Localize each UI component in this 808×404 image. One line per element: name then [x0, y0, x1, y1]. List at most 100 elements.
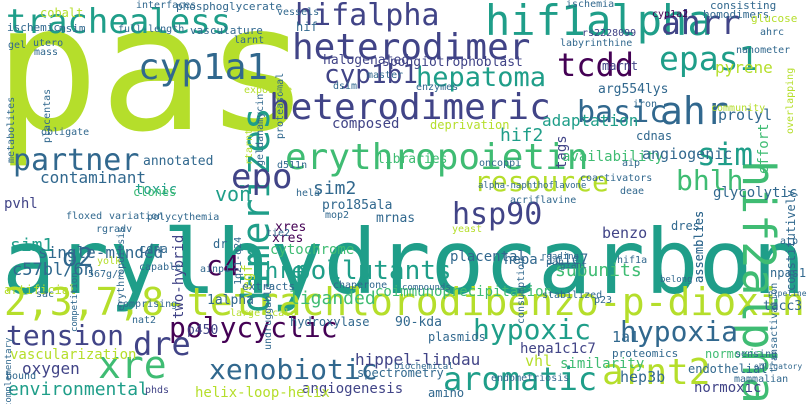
word-hypoxia: hypoxia: [620, 315, 739, 348]
word-availability: availability: [562, 149, 664, 165]
word-spectrometry: spectrometry: [357, 366, 444, 380]
word-artificial: artificial: [4, 283, 77, 297]
word-hydroxylase: hydroxylase: [290, 315, 370, 329]
word-xres: xres: [272, 231, 304, 246]
word-competition: competition: [70, 272, 80, 333]
word-acriflavine: acriflavine: [510, 195, 577, 206]
word-glycolytic: glycolytic: [713, 185, 798, 201]
word-mop2: mop2: [325, 210, 350, 221]
word-heterodimer: heterodimer: [292, 27, 531, 68]
word-d511n: d511n: [277, 160, 308, 171]
word-hif1alpha: hif1alpha: [485, 0, 713, 45]
word-coactivators: coactivators: [580, 173, 653, 184]
word-dsim: dsim: [333, 81, 358, 92]
word-p450: p450: [187, 323, 219, 338]
word-mass: mass: [34, 47, 59, 58]
word-trachealess: trachealess: [6, 2, 232, 42]
word-cyp1a2: cyp1a2: [652, 9, 689, 20]
word-variation: variation: [109, 211, 164, 222]
word-clones: clones: [133, 185, 177, 199]
word-marnt: marnt: [602, 59, 639, 73]
word-vessels: vessels: [277, 7, 320, 18]
word-obligate: obligate: [41, 127, 90, 138]
word-von: von: [215, 182, 252, 206]
word-reading: reading: [541, 252, 579, 262]
word-spongiotrophoblast: spongiotrophoblast: [382, 55, 523, 70]
word-hepatoma: hepatoma: [416, 62, 547, 93]
word-vascularization: vascularization: [10, 347, 137, 363]
word-labyrinthine: labyrinthine: [560, 38, 633, 49]
word-epo: epo: [231, 157, 293, 197]
word-contaminant: contaminant: [40, 168, 146, 187]
word-phds: phds: [145, 385, 170, 396]
word-heterodimeric: heterodimeric: [269, 87, 551, 128]
word-cobalt: cobalt: [40, 6, 84, 20]
word-yeast: yeast: [452, 224, 483, 235]
word-rtarnt: rtarnt: [244, 128, 255, 165]
word-angiogenesis: angiogenesis: [302, 381, 404, 397]
word-angiogenic: angiogenic: [642, 145, 733, 163]
word-master: master: [367, 70, 404, 81]
word-epas1: epas1: [659, 39, 759, 78]
word-hippel-lindau: hippel-lindau: [355, 350, 481, 369]
word-deae: deae: [620, 186, 645, 197]
word-floxed: floxed: [66, 211, 103, 222]
word-bhlh: bhlh: [676, 164, 744, 197]
word-nat2: nat2: [132, 315, 157, 326]
word-ischemic: ischemic: [7, 21, 60, 34]
word-composed: composed: [332, 116, 400, 132]
word-ischemia: ischemia: [566, 0, 615, 10]
word-gel: gel: [8, 40, 27, 51]
word-c57bl-6n: c57bl/6n: [12, 260, 94, 280]
word-sim1: sim1: [10, 235, 54, 256]
word-pah: pah: [546, 257, 565, 268]
word-rgradv: rgradv: [96, 224, 133, 235]
word-endothelial: endothelial: [688, 362, 768, 376]
word-hif: hif: [296, 20, 318, 34]
word-ahrr: ahrr: [661, 3, 741, 42]
word-utero: utero: [33, 38, 64, 49]
word-annotated: annotated: [143, 154, 214, 169]
word-plasmids: plasmids: [428, 330, 486, 344]
word-large-scale: large-scale: [230, 308, 297, 319]
word-sim2: sim2: [313, 178, 357, 199]
word-atp: atp: [780, 236, 799, 247]
word-overlapping: overlapping: [785, 67, 796, 134]
word-placental: placental: [450, 249, 526, 265]
word-hela: hela: [296, 188, 321, 199]
word-larnt: larnt: [234, 35, 265, 46]
word-capable: capable: [139, 262, 182, 273]
word-cytochrome: cytochrome: [270, 242, 355, 258]
word-normoxia: normoxia: [705, 347, 763, 361]
word-oxygen: oxygen: [22, 359, 80, 378]
word-proteasomal: proteasomal: [275, 72, 286, 139]
word-geldanamycin: geldanamycin: [255, 93, 266, 166]
word-arg554lys: arg554lys: [598, 82, 669, 97]
word-single-minded: single-minded: [38, 243, 164, 262]
word-resource: resource: [474, 165, 609, 198]
word-2-3-7-8-tetrachlorodibenzo-p-dioxin: 2,3,7,8-tetrachlorodibenzo-p-dioxin: [4, 280, 805, 324]
word-coimmunoprecipitation: coimmunoprecipitation: [375, 284, 553, 300]
word-xre: xre: [98, 343, 167, 387]
word-environmental: environmental: [8, 379, 149, 400]
word-vasculature: vasculature: [190, 24, 263, 37]
word-community: community: [711, 103, 766, 114]
word-aromatic: aromatic: [443, 360, 598, 398]
word-xenobiotic: xenobiotic: [209, 353, 378, 386]
word-sensing: sensing: [735, 349, 778, 360]
word-exposure: exposure: [244, 85, 293, 96]
word-hepa-1c1c7: hepa-1c1c7: [504, 252, 589, 268]
word-polycyclic: polycyclic: [169, 311, 338, 344]
word-proteomics: proteomics: [612, 347, 679, 360]
word-hep3b: hep3b: [620, 368, 666, 386]
word-dr: dr: [213, 237, 228, 251]
word-hif1a: hif1a: [617, 255, 648, 266]
word-subunits: subunits: [555, 260, 642, 281]
word-ahr: ahr: [660, 89, 729, 133]
word-alpha-naphthoflavone: alpha-naphthoflavone: [478, 181, 587, 191]
word-aip: aip: [622, 158, 641, 169]
word-dre: dre: [133, 325, 191, 363]
word-libraries: libraries: [377, 152, 448, 167]
word-vhl: vhl: [525, 352, 553, 370]
